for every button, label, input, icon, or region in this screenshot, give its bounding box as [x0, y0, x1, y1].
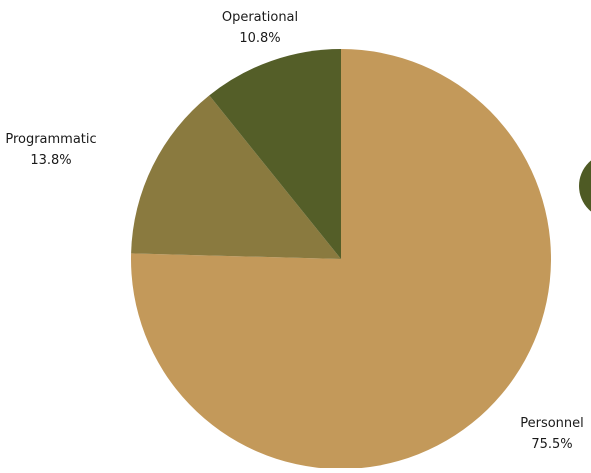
- pie-slices: [130, 49, 551, 470]
- decorative-circle: [579, 160, 591, 212]
- pie-slice-personnel: [130, 49, 551, 470]
- slice-value-programmatic: 13.8%: [30, 153, 71, 168]
- slice-label-personnel: Personnel: [520, 416, 584, 431]
- pie-slice-programmatic: [131, 95, 341, 260]
- slice-value-operational: 10.8%: [239, 31, 280, 46]
- pie-slice-operational: [209, 49, 341, 259]
- slice-label-operational: Operational: [222, 10, 298, 25]
- pie-labels: Personnel 75.5% Programmatic 13.8% Operation…: [5, 10, 583, 452]
- slice-value-personnel: 75.5%: [531, 437, 572, 452]
- slice-label-programmatic: Programmatic: [5, 132, 96, 147]
